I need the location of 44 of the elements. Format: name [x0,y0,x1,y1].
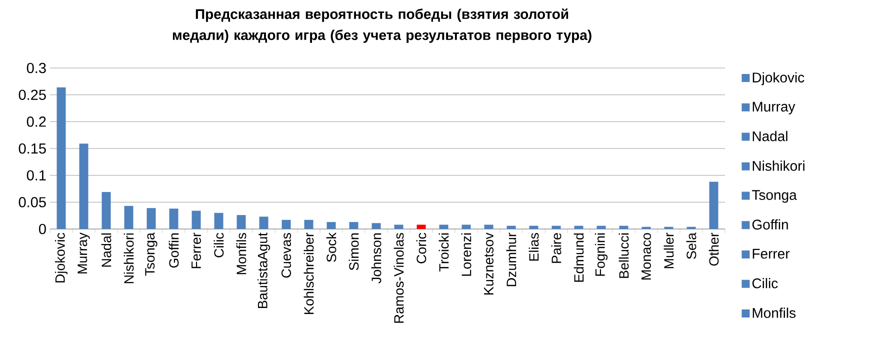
x-tick-label: Troicki [438,233,449,272]
x-tick-label: Cuevas [281,233,292,278]
y-tick-label: 0.2 [26,116,46,127]
category-label: Nishikori [752,160,804,171]
x-tick-label: Kuznetsov [484,232,494,294]
x-tick-label: Tsonga [145,232,158,276]
category-label: Goffin [752,219,788,230]
y-tick-label: 0 [38,224,46,234]
x-tick-label: Sock [326,232,336,262]
x-tick-label: Elias [528,233,539,261]
x-tick-label: Murray [78,232,90,274]
x-tick-label: Coric [416,232,426,264]
y-tick-label: 0.05 [18,197,46,208]
category-label: Tsonga [752,190,797,203]
x-tick-label: Other [708,232,719,266]
y-tick-label: 0.1 [26,170,46,180]
x-tick-label: Monaco [642,233,651,280]
x-tick-label: Goffin [168,233,179,268]
chart-title: Предсказанная вероятность победы (взятия золотой медали) каждого игра (без учета результатов первого тура) [172,8,592,43]
x-tick-label: Nadal [101,233,112,267]
x-tick-label: Bellucci [618,233,629,278]
y-tick-label: 0.3 [26,62,46,74]
x-tick-label: Ferrer [192,232,201,268]
x-tick-label: Paire [551,233,562,263]
x-tick-label: Ramos-Vinolas [394,233,404,323]
x-tick-label: Lorenzi [461,233,472,276]
x-tick-label: Muller [664,232,674,268]
x-tick-label: BautistaAgut [257,232,270,308]
x-tick-label: Edmund [574,233,584,282]
x-tick-label: Dzumhur [506,232,516,286]
category-label: Nadal [752,130,788,142]
x-tick-label: Nishikori [124,233,134,284]
x-tick-label: Djokovic [54,232,68,282]
x-tick-label: Fognini [594,233,608,276]
y-tick-label: 0.25 [18,90,46,100]
category-label: Murray [752,102,796,114]
x-tick-label: Simon [348,233,359,270]
x-tick-label: Johnson [371,233,382,284]
x-tick-label: Monfils [236,233,246,274]
x-tick-label: Sela [686,232,696,259]
x-tick-label: Cilic [214,232,224,258]
y-tick-label: 0.15 [18,143,46,154]
category-label: Djokovic [752,72,804,86]
x-tick-label: Kohlschreiber [304,232,314,314]
